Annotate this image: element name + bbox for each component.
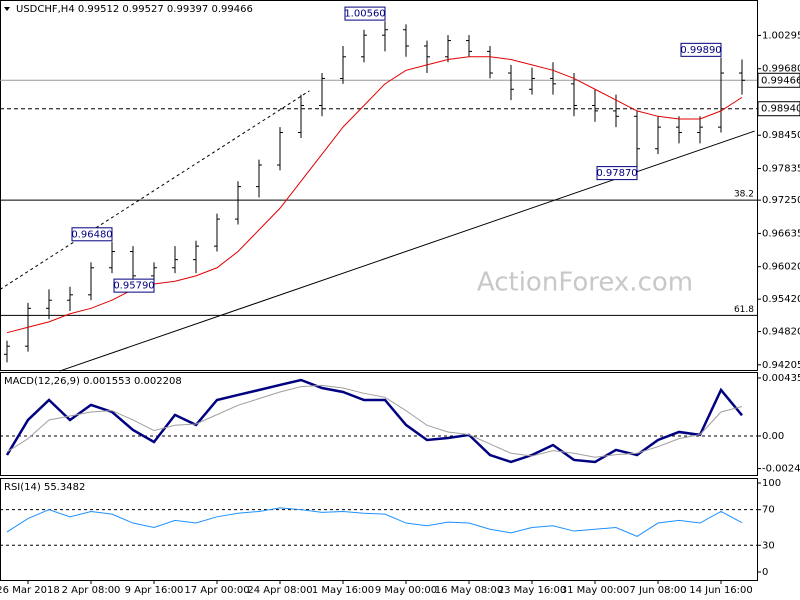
y-tick-label: 1.00295	[762, 30, 800, 41]
y-tick-label: 100	[762, 478, 781, 489]
panel-frame	[0, 0, 758, 371]
x-tick-label: 2 Apr 08:00	[62, 585, 121, 596]
annotation-box	[680, 42, 722, 57]
annotation: 0.95790	[113, 281, 154, 292]
y-tick-label: -0.002448	[762, 464, 800, 475]
panel-frame	[0, 372, 758, 476]
menu-triangle	[4, 7, 10, 11]
y-tick-label: 0.97835	[762, 164, 800, 175]
y-tick-label: 0.00	[762, 431, 784, 442]
x-tick-label: 7 Jun 08:00	[629, 585, 686, 596]
x-tick-label: 24 Apr 08:00	[247, 585, 312, 596]
trendline	[59, 130, 755, 372]
annotation-box	[113, 278, 155, 293]
y-tick-label: 0.98450	[762, 130, 800, 141]
price-label: 0.98940	[761, 104, 800, 115]
watermark: ActionForex.com	[477, 268, 693, 298]
annotation: 0.96480	[71, 229, 112, 240]
price-box	[757, 101, 800, 117]
y-tick-label: 0.96635	[762, 228, 800, 239]
panel-frame	[0, 478, 758, 581]
y-tick-label: 0.004351	[762, 373, 800, 384]
price-label: 0.99466	[761, 75, 800, 86]
y-tick-label: 70	[762, 505, 775, 516]
panel-title: RSI(14) 55.3482	[4, 482, 85, 493]
annotation-box	[344, 6, 386, 21]
x-tick-label: 17 Apr 00:00	[184, 585, 249, 596]
annotation: 0.97870	[596, 168, 637, 179]
y-tick-label: 0.95420	[762, 294, 800, 305]
x-tick-label: 1 May 16:00	[312, 585, 374, 596]
trendline	[0, 90, 310, 290]
y-tick-label: 0.99680	[762, 64, 800, 75]
indicator-line	[6, 507, 743, 537]
x-tick-label: 9 Apr 16:00	[125, 585, 184, 596]
y-tick-label: 0.94205	[762, 360, 800, 371]
annotation-box	[71, 227, 113, 242]
annotation: 0.99890	[680, 45, 721, 56]
indicator-line	[6, 384, 743, 458]
x-tick-label: 23 May 16:00	[498, 585, 567, 596]
annotation-box	[596, 166, 638, 181]
y-tick-label: 0.94820	[762, 327, 800, 338]
x-tick-label: 9 May 00:00	[375, 585, 437, 596]
price-box	[757, 72, 800, 88]
y-tick-label: 0.96020	[762, 262, 800, 273]
panel-title: USDCHF,H4 0.99512 0.99527 0.99397 0.9946…	[16, 4, 253, 15]
y-tick-label: 0.97250	[762, 195, 800, 206]
y-tick-label: 0	[762, 567, 768, 578]
fib-label: 61.8	[734, 305, 754, 315]
panel-title: MACD(12,26,9) 0.001553 0.002208	[4, 376, 182, 387]
fib-label: 38.2	[734, 190, 754, 200]
annotation: 1.00560	[344, 9, 385, 20]
x-tick-label: 31 May 00:00	[561, 585, 630, 596]
x-tick-label: 26 Mar 2018	[0, 585, 60, 596]
y-tick-label: 30	[762, 540, 775, 551]
indicator-line	[5, 378, 743, 464]
x-tick-label: 14 Jun 16:00	[689, 585, 753, 596]
x-tick-label: 16 May 08:00	[435, 585, 504, 596]
